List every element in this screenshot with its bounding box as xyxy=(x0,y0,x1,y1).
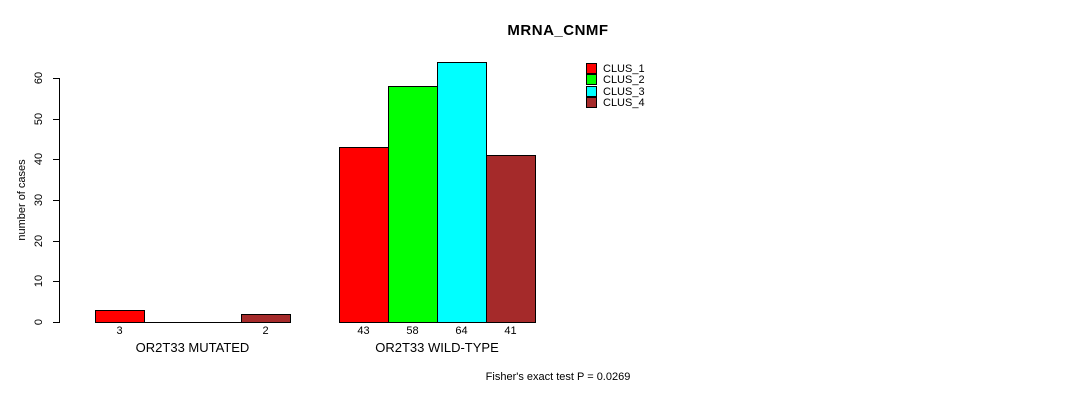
y-tick-label: 60 xyxy=(33,71,45,85)
y-axis-line xyxy=(59,78,60,323)
y-tick xyxy=(53,119,59,120)
bar-value-label: 58 xyxy=(406,325,419,337)
legend-label-clus_3: CLUS_3 xyxy=(603,86,645,98)
statistical-annotation: Fisher's exact test P = 0.0269 xyxy=(485,371,631,383)
legend-swatch-clus_2 xyxy=(586,74,597,85)
category-label: OR2T33 WILD-TYPE xyxy=(375,340,499,355)
legend-label-clus_1: CLUS_1 xyxy=(603,63,645,75)
bar-value-label: 3 xyxy=(116,325,123,337)
bar-clus_4-group1 xyxy=(241,314,291,323)
bar-value-label: 2 xyxy=(262,325,269,337)
legend-label-clus_4: CLUS_4 xyxy=(603,97,645,109)
y-tick xyxy=(53,281,59,282)
legend-label-clus_2: CLUS_2 xyxy=(603,74,645,86)
y-tick-label: 40 xyxy=(33,152,45,166)
y-tick-label: 0 xyxy=(33,318,45,326)
legend-swatch-clus_4 xyxy=(586,97,597,108)
y-tick-label: 10 xyxy=(33,274,45,288)
bar-value-label: 43 xyxy=(357,325,370,337)
y-tick-label: 20 xyxy=(33,234,45,248)
bar-clus_1-group1 xyxy=(95,310,145,323)
group-baseline xyxy=(95,322,291,323)
y-tick-label: 30 xyxy=(33,193,45,207)
legend-swatch-clus_3 xyxy=(586,86,597,97)
legend-swatch-clus_1 xyxy=(586,63,597,74)
bar-clus_1-group2 xyxy=(339,147,389,323)
bar-clus_3-group2 xyxy=(437,62,487,323)
y-axis-title: number of cases xyxy=(16,159,28,241)
y-tick-label: 50 xyxy=(33,112,45,126)
category-label: OR2T33 MUTATED xyxy=(135,340,250,355)
y-tick xyxy=(53,200,59,201)
y-tick xyxy=(53,78,59,79)
bar-clus_2-group2 xyxy=(388,86,438,323)
bar-clus_4-group2 xyxy=(486,155,536,323)
bar-value-label: 64 xyxy=(455,325,468,337)
y-tick xyxy=(53,322,59,323)
y-tick xyxy=(53,159,59,160)
y-tick xyxy=(53,241,59,242)
bar-value-label: 41 xyxy=(504,325,517,337)
chart-title: MRNA_CNMF xyxy=(507,22,609,39)
